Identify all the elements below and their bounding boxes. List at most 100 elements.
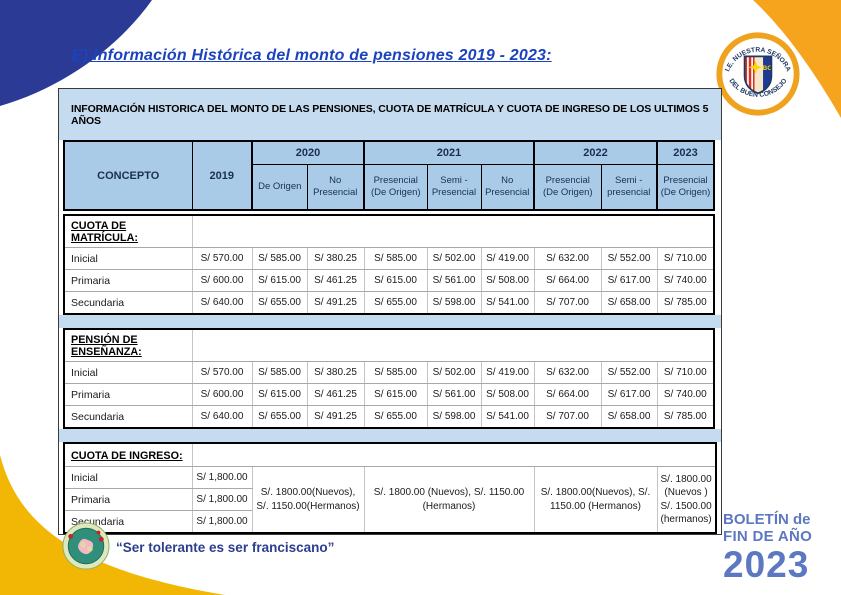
value-cell: S/ 570.00 [191,361,253,384]
table-row: Primaria S/ 600.00 S/ 615.00 S/ 461.25 S/ 61… [63,383,715,406]
header-year-2021: 2021 [363,140,535,165]
row-label: Inicial [63,361,193,384]
value-cell: S/ 640.00 [191,291,253,315]
section-label-filler [191,328,715,362]
section-label-row: PENSIÓN DE ENSEÑANZA: [63,328,715,362]
section-table: CUOTA DE MATRÍCULA: Inicial S/ 570.00 S/ 58… [63,214,715,315]
bulletin-line2: FIN DE AÑO [723,528,813,546]
value-cell: S/ 1,800.00 [191,466,253,489]
header-year-2019: 2019 [191,140,253,211]
header-sub-label: No Presencial [480,164,535,211]
value-cell: S/ 655.00 [251,405,308,429]
value-cell: S/ 655.00 [363,405,428,429]
pension-header-table: CONCEPTO 2019 2020 2021 2022 2023 De Origen No … [63,140,715,211]
value-cell: S/ 585.00 [251,361,308,384]
value-cell: S/ 502.00 [426,361,482,384]
value-cell: S/ 615.00 [251,269,308,292]
value-cell: S/ 640.00 [191,405,253,429]
row-label: Secundaria [63,405,193,429]
merged-value-cell: S/. 1800.00(Nuevos), S/. 1150.00 (Herman… [533,466,658,534]
value-cell: S/ 664.00 [533,383,602,406]
value-cell: S/ 600.00 [191,383,253,406]
section-separator [59,429,721,442]
value-cell: S/ 541.00 [480,291,535,315]
header-year-row: CONCEPTO 2019 2020 2021 2022 2023 [63,140,715,211]
value-cell: S/ 585.00 [251,247,308,270]
value-cell: S/ 561.00 [426,383,482,406]
table-row: Secundaria S/ 1,800.00 [63,510,716,534]
section-label: CUOTA DE INGRESO: [63,442,193,467]
row-label: Inicial [63,247,193,270]
badge-initials: BC [762,65,772,72]
page-title: E) Información Histórica del monto de pe… [72,47,552,64]
value-cell: S/ 655.00 [363,291,428,315]
table-row: Primaria S/ 1,800.00 [63,488,716,511]
row-label: Primaria [63,383,193,406]
value-cell: S/ 658.00 [600,405,658,429]
value-cell: S/ 1,800.00 [191,510,253,534]
section-label-row: CUOTA DE MATRÍCULA: [63,214,715,248]
school-logo-badge: I.E. NUESTRA SEÑORA DEL BUEN CONSEJO BC [716,32,800,116]
value-cell: S/ 600.00 [191,269,253,292]
merged-value-cell: S/. 1800.00 (Nuevos), S/. 1150.00 (Herma… [363,466,535,534]
value-cell: S/ 541.00 [480,405,535,429]
value-cell: S/ 598.00 [426,405,482,429]
header-year-2020: 2020 [251,140,365,165]
value-cell: S/ 615.00 [363,383,428,406]
header-sub-row: De Origen No Presencial Presencial (De Ori… [64,164,715,211]
value-cell: S/ 664.00 [533,269,602,292]
section-label: CUOTA DE MATRÍCULA: [63,214,193,248]
section-label: PENSIÓN DE ENSEÑANZA: [63,328,193,362]
bulletin-label: BOLETÍN de FIN DE AÑO 2023 [723,511,812,584]
value-cell: S/ 655.00 [251,291,308,315]
badge-star-icon [748,60,763,74]
header-year-2022: 2022 [533,140,658,165]
value-cell: S/ 785.00 [656,291,715,315]
value-cell: S/ 419.00 [480,247,535,270]
value-cell: S/ 615.00 [251,383,308,406]
value-cell: S/ 658.00 [600,291,658,315]
badge-shield: BC [744,56,772,94]
header-concepto: CONCEPTO [63,140,193,211]
pension-table-container: INFORMACIÓN HISTORICA DEL MONTO DE LAS P… [58,88,722,535]
section-label-row: CUOTA DE INGRESO: [63,442,717,467]
merged-value-cell: S/. 1800.00(Nuevos), S/. 1150.00(Hermano… [251,466,365,534]
value-cell: S/ 785.00 [656,405,715,429]
section-table: CUOTA DE INGRESO: Inicial S/ 1,800.00 S/. 1… [63,442,717,534]
table-row: Secundaria S/ 640.00 S/ 655.00 S/ 491.25 S/ … [63,291,715,315]
value-cell: S/ 491.25 [306,405,365,429]
header-sub-label: No Presencial [306,164,365,211]
value-cell: S/ 461.25 [306,383,365,406]
value-cell: S/ 1,800.00 [191,488,253,511]
value-cell: S/ 632.00 [533,361,602,384]
table-title: INFORMACIÓN HISTORICA DEL MONTO DE LAS P… [59,89,721,140]
header-sub-label: Presencial (De Origen) [656,164,715,211]
table-row: Inicial S/ 570.00 S/ 585.00 S/ 380.25 S/ 585… [63,247,715,270]
value-cell: S/ 632.00 [533,247,602,270]
header-sub-label: Presencial (De Origen) [363,164,428,211]
school-motto: “Ser tolerante es ser franciscano” [116,540,335,555]
section-label-filler [191,442,717,467]
value-cell: S/ 380.25 [306,247,365,270]
value-cell: S/ 419.00 [480,361,535,384]
header-sub-label: Presencial (De Origen) [533,164,602,211]
row-label: Secundaria [63,291,193,315]
table-row: Primaria S/ 600.00 S/ 615.00 S/ 461.25 S/ 61… [63,269,715,292]
table-row: Inicial S/ 1,800.00 S/. 1800.00(Nuevos), S… [63,466,717,534]
bulletin-year: 2023 [723,543,810,585]
value-cell: S/ 508.00 [480,269,535,292]
header-sub-label: Semi - Presencial [426,164,482,211]
row-label: Primaria [63,488,193,511]
value-cell: S/ 598.00 [426,291,482,315]
value-cell: S/ 461.25 [306,269,365,292]
franciscan-logo [62,522,110,570]
value-cell: S/ 615.00 [363,269,428,292]
header-sub-label: Semi -presencial [600,164,658,211]
section-table: PENSIÓN DE ENSEÑANZA: Inicial S/ 570.00 S/ … [63,328,715,429]
value-cell: S/ 710.00 [656,361,715,384]
value-cell: S/ 380.25 [306,361,365,384]
value-cell: S/ 502.00 [426,247,482,270]
section-separator [59,315,721,328]
value-cell: S/ 740.00 [656,269,715,292]
value-cell: S/ 552.00 [600,247,658,270]
